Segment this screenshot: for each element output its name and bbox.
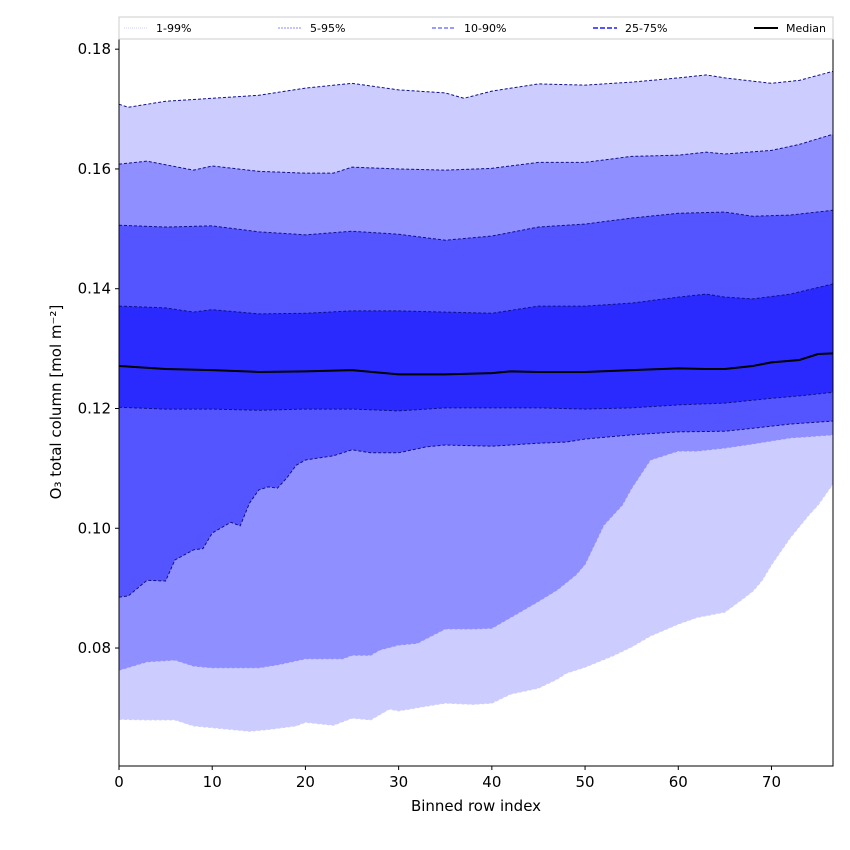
y-axis: 0.08 0.10 0.12 0.14 0.16 0.18 <box>78 40 119 657</box>
line-median <box>118 352 834 376</box>
line-p99 <box>118 70 834 108</box>
legend-label: 25-75% <box>625 22 667 35</box>
legend-box <box>118 16 834 40</box>
y-axis-label: O₃ total column [mol m⁻²] <box>47 305 65 500</box>
lines-layer <box>118 70 834 732</box>
x-tick-label: 40 <box>482 773 501 791</box>
y-tick-label: 0.12 <box>78 399 111 417</box>
x-tick-label: 50 <box>576 773 595 791</box>
x-tick-label: 70 <box>762 773 781 791</box>
y-tick-label: 0.08 <box>78 639 111 657</box>
y-tick-label: 0.16 <box>78 160 111 178</box>
bands-layer <box>119 71 833 732</box>
legend-label: 1-99% <box>156 22 191 35</box>
legend-label: 5-95% <box>310 22 345 35</box>
x-tick-label: 10 <box>203 773 222 791</box>
x-tick-label: 20 <box>296 773 315 791</box>
y-tick-label: 0.10 <box>78 519 111 537</box>
y-tick-label: 0.14 <box>78 280 111 298</box>
x-tick-label: 60 <box>669 773 688 791</box>
line-p95 <box>118 133 834 174</box>
line-p1 <box>118 483 834 732</box>
x-tick-label: 0 <box>114 773 124 791</box>
legend-label: 10-90% <box>464 22 506 35</box>
y-tick-label: 0.18 <box>78 40 111 58</box>
legend: 1-99% 5-95% 10-90% 25-75% Median <box>118 16 834 40</box>
line-p25 <box>118 391 834 412</box>
legend-label: Median <box>786 22 826 35</box>
band-25-75% <box>119 283 833 411</box>
x-axis: 0 10 20 30 40 50 60 70 <box>114 766 781 791</box>
x-axis-label: Binned row index <box>411 797 541 815</box>
line-p5 <box>118 434 834 671</box>
x-tick-label: 30 <box>389 773 408 791</box>
line-p10 <box>118 420 834 598</box>
